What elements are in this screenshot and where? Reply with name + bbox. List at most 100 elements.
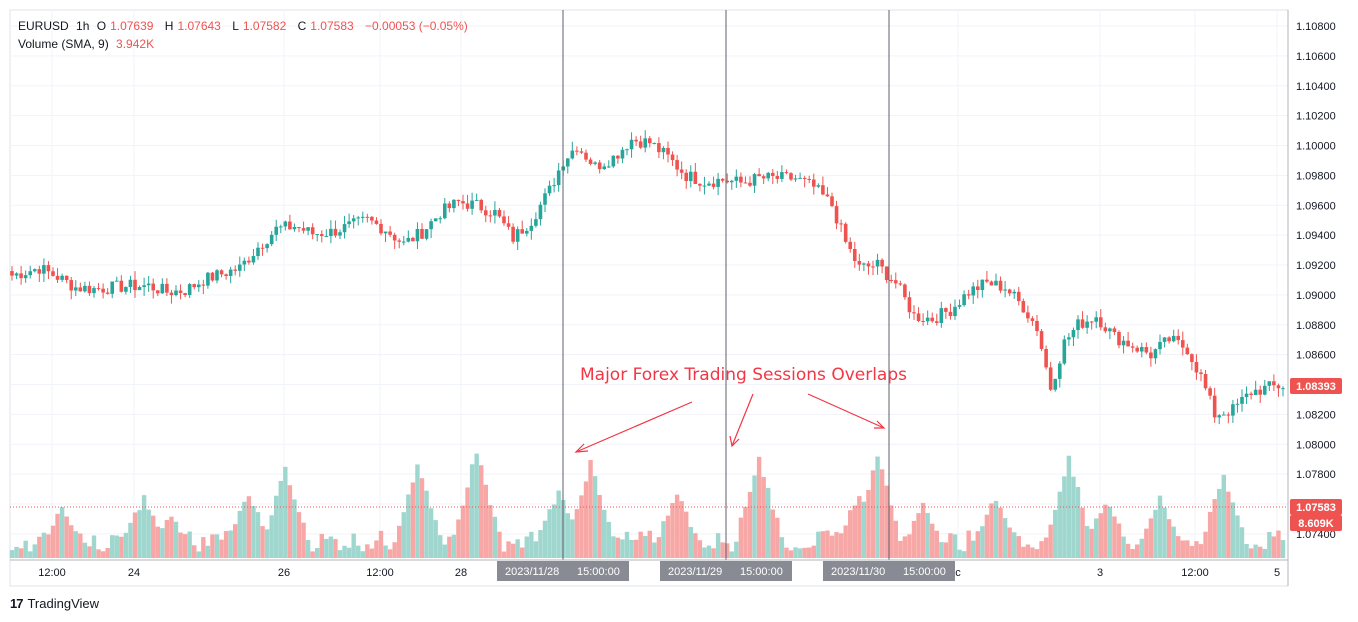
- volume-bar: [761, 477, 766, 558]
- candle-body: [324, 236, 329, 238]
- candle-body: [793, 178, 798, 180]
- candle-body: [183, 293, 187, 296]
- interval[interactable]: 1h: [76, 19, 90, 33]
- volume-bar: [119, 536, 124, 558]
- candle-body: [178, 290, 183, 294]
- volume-bar: [214, 534, 220, 558]
- candle-body: [1094, 317, 1099, 322]
- low-value: 1.07582: [242, 19, 287, 33]
- candle-body: [397, 240, 402, 242]
- volume-bar: [210, 534, 215, 558]
- candle-body: [383, 231, 388, 234]
- candle-body: [1194, 362, 1199, 373]
- volume-bar: [497, 531, 502, 558]
- tradingview-brand: TradingView: [27, 596, 100, 611]
- time-tick-label: 24: [128, 567, 140, 579]
- volume-bar: [624, 531, 630, 558]
- candle-body: [1135, 347, 1140, 352]
- candle-body: [237, 264, 242, 271]
- symbol-name[interactable]: EURUSD: [18, 19, 69, 33]
- volume-value: 8.609K: [1298, 518, 1334, 530]
- candle-body: [1044, 348, 1048, 368]
- candle-body: [871, 266, 875, 268]
- candle-body: [1212, 395, 1217, 418]
- volume-bar: [479, 465, 484, 558]
- candle-body: [365, 216, 370, 218]
- candle-body: [1144, 347, 1149, 353]
- candle-body: [297, 226, 301, 229]
- volume-bar: [328, 536, 334, 558]
- volume-bar: [948, 533, 953, 558]
- volume-bar: [752, 475, 757, 558]
- candle-body: [839, 223, 843, 225]
- candle-body: [780, 172, 784, 179]
- candle-body: [411, 237, 415, 242]
- candle-body: [930, 317, 935, 322]
- candle-body: [1062, 339, 1067, 364]
- session-time-markers: 2023/11/28 15:00:00 2023/11/29 15:00:00 2023…: [497, 561, 955, 581]
- close-label: C: [297, 19, 307, 33]
- price-tick-label: 1.08600: [1296, 350, 1336, 362]
- volume-bar: [729, 551, 734, 558]
- candle-body: [1012, 291, 1017, 294]
- volume-bar: [756, 456, 762, 558]
- candle-body: [1003, 289, 1007, 291]
- chart-legend: EURUSD 1h O 1.07639 H 1.07643 L 1.07582 C 1.…: [18, 17, 472, 53]
- candle-body: [23, 275, 28, 279]
- volume-bar: [711, 548, 716, 558]
- candle-body: [543, 193, 547, 205]
- volume-bars: [9, 453, 1286, 558]
- candle-body: [971, 286, 976, 296]
- candle-body: [852, 249, 857, 261]
- candle-body: [757, 174, 761, 177]
- annotation-arrows: [574, 393, 886, 453]
- volume-bar: [32, 544, 37, 558]
- candle-body: [274, 226, 279, 235]
- candle-body: [1057, 363, 1062, 379]
- volume-bar: [889, 505, 894, 558]
- volume-label[interactable]: Volume (SMA, 9): [18, 37, 109, 51]
- volume-bar: [993, 500, 999, 558]
- volume-bar: [870, 470, 876, 558]
- candle-body: [192, 284, 197, 288]
- candle-body: [101, 288, 105, 293]
- volume-bar: [460, 505, 466, 558]
- volume-bar: [693, 533, 698, 558]
- candle-body: [429, 221, 433, 230]
- candle-body: [1153, 349, 1158, 359]
- volume-bar: [415, 464, 420, 558]
- candle-body: [1076, 319, 1080, 331]
- candle-body: [1258, 389, 1263, 395]
- candle-body: [1267, 381, 1272, 386]
- volume-bar: [78, 533, 83, 558]
- candle-body: [196, 284, 201, 288]
- candle-body: [611, 155, 616, 167]
- candle-body: [506, 223, 511, 227]
- volume-bar: [1021, 546, 1026, 558]
- candle-body: [698, 183, 702, 186]
- volume-bar: [866, 489, 871, 558]
- candle-body: [447, 203, 452, 209]
- volume-bar: [1080, 507, 1085, 558]
- candle-body: [42, 265, 46, 274]
- candle-body: [825, 194, 830, 197]
- volume-bar: [283, 466, 288, 558]
- candle-body: [802, 177, 807, 179]
- candle-body: [388, 231, 392, 235]
- candle-body: [301, 228, 306, 231]
- session-marker-box: [497, 561, 629, 581]
- volume-bar: [793, 547, 798, 558]
- volume-bar: [132, 512, 138, 558]
- candle-body: [597, 162, 602, 170]
- volume-bar: [346, 547, 352, 558]
- volume-bar: [488, 505, 493, 558]
- price-tick-label: 1.08200: [1296, 409, 1336, 421]
- volume-bar: [784, 547, 789, 558]
- candle-body: [146, 283, 151, 286]
- volume-bar: [474, 453, 479, 558]
- candle-body: [679, 169, 684, 173]
- tradingview-footer[interactable]: 17 TradingView: [10, 596, 99, 611]
- candle-body: [420, 228, 424, 239]
- volume-bar: [1071, 476, 1076, 558]
- open-value: 1.07639: [110, 19, 154, 33]
